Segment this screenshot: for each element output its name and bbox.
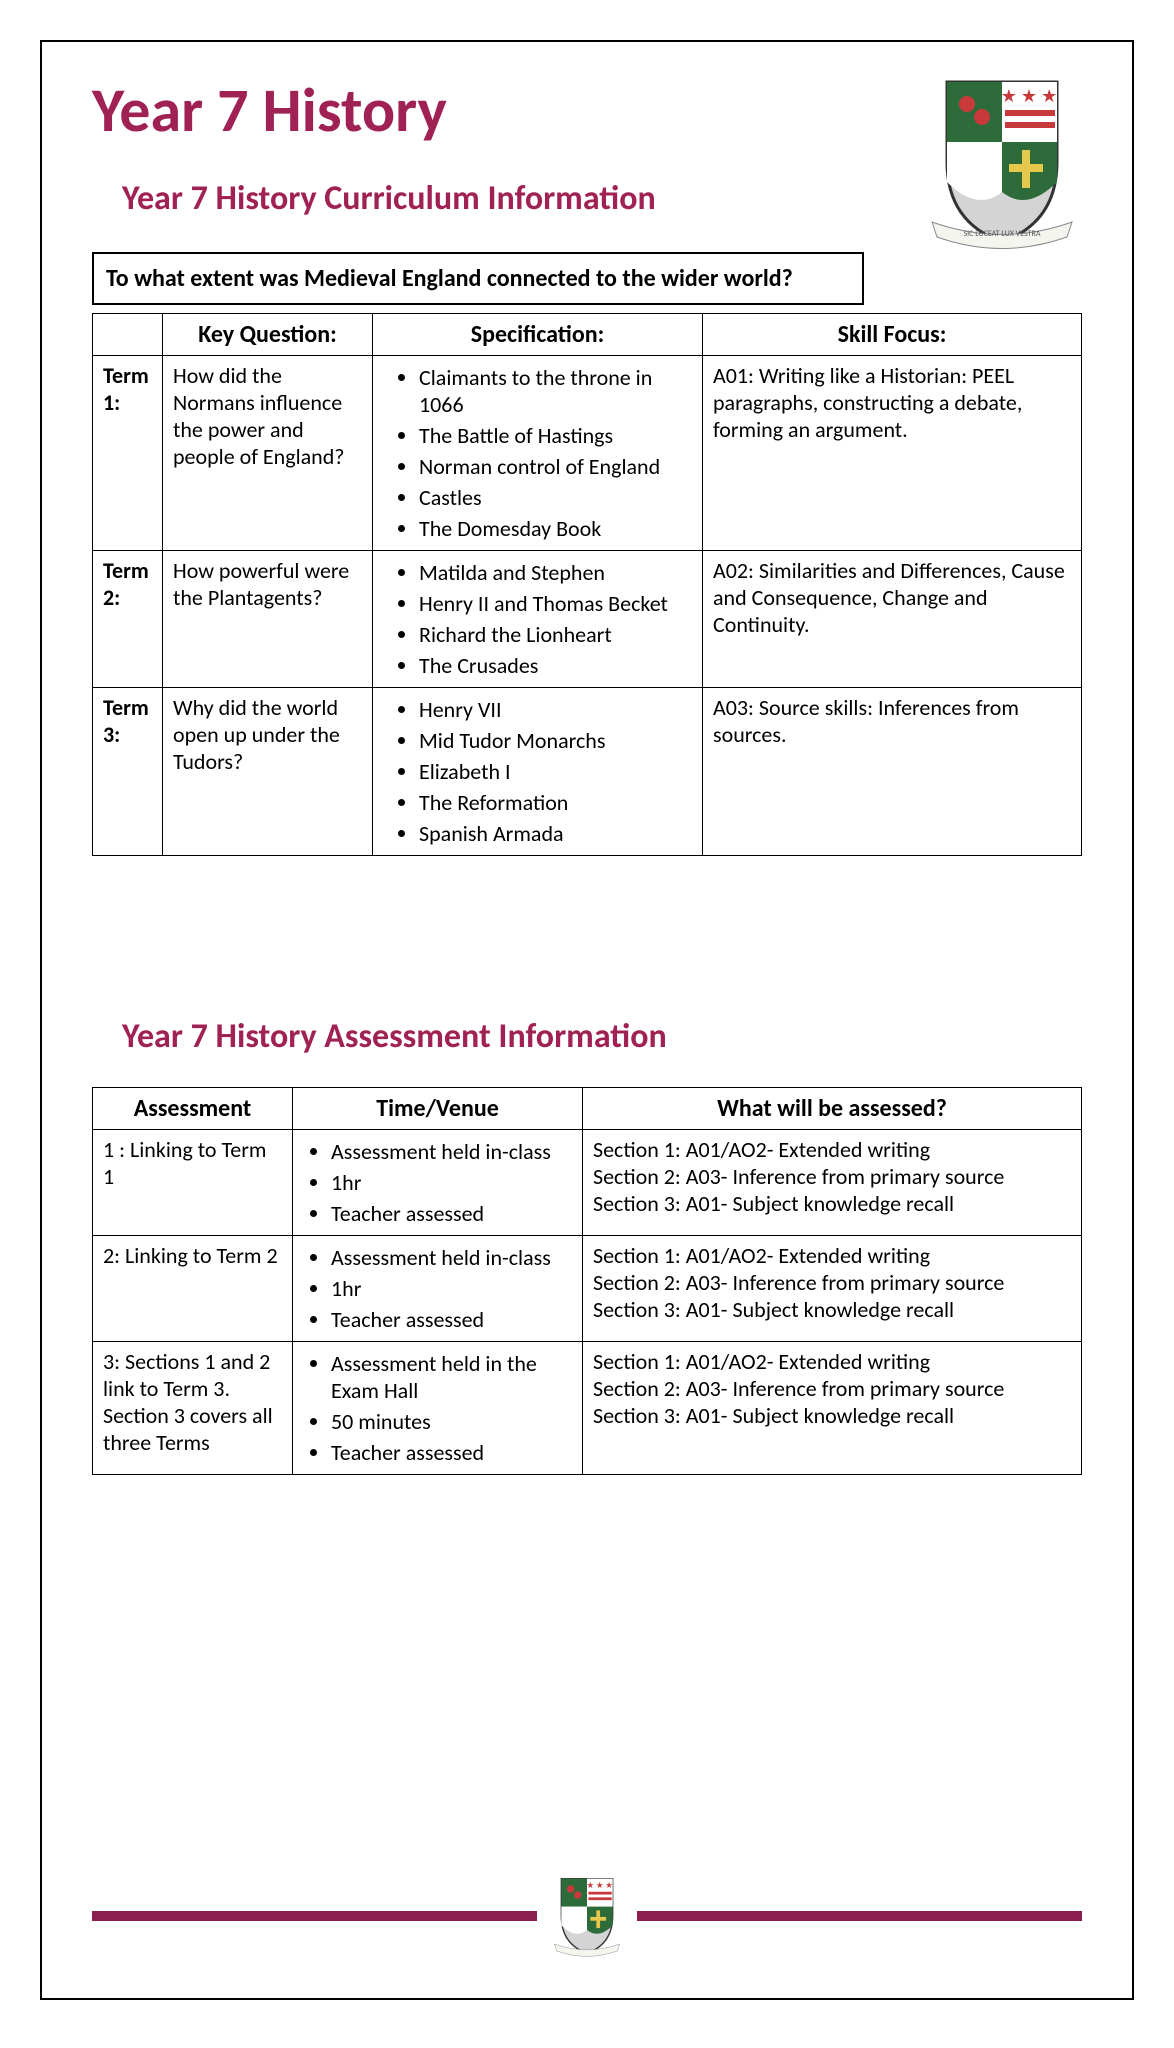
assessment-table: Assessment Time/Venue What will be asses…	[92, 1087, 1082, 1475]
list-item: The Battle of Hastings	[419, 420, 692, 451]
col-skill-focus: Skill Focus:	[703, 314, 1082, 356]
table-row: Term 2:How powerful were the Plantagents…	[93, 551, 1082, 688]
list-item: Teacher assessed	[331, 1437, 572, 1468]
assessment-label-cell: 1 : Linking to Term 1	[93, 1130, 293, 1236]
assessed-line: Section 1: A01/AO2- Extended writing	[593, 1242, 1071, 1269]
list-item: Elizabeth I	[419, 756, 692, 787]
list-item: Spanish Armada	[419, 818, 692, 849]
assessed-line: Section 2: A03- Inference from primary s…	[593, 1375, 1071, 1402]
term-label: Term 2:	[93, 551, 163, 688]
time-venue-cell: Assessment held in-class1hrTeacher asses…	[293, 1236, 583, 1342]
assessed-line: Section 2: A03- Inference from primary s…	[593, 1269, 1071, 1296]
specification-cell: Henry VIIMid Tudor MonarchsElizabeth ITh…	[373, 688, 703, 856]
footer-bar-right	[637, 1911, 1082, 1921]
list-item: 1hr	[331, 1273, 572, 1304]
skill-focus-cell: A03: Source skills: Inferences from sour…	[703, 688, 1082, 856]
list-item: Henry VII	[419, 694, 692, 725]
time-venue-cell: Assessment held in-class1hrTeacher asses…	[293, 1130, 583, 1236]
what-assessed-cell: Section 1: A01/AO2- Extended writingSect…	[583, 1130, 1082, 1236]
list-item: 1hr	[331, 1167, 572, 1198]
col-key-question: Key Question:	[163, 314, 373, 356]
enquiry-question: To what extent was Medieval England conn…	[92, 252, 864, 305]
list-item: Teacher assessed	[331, 1304, 572, 1335]
header-row: Year 7 History Year 7 History Curriculum…	[92, 72, 1082, 252]
table-row: 2: Linking to Term 2Assessment held in-c…	[93, 1236, 1082, 1342]
school-crest-icon: ★ ★ ★ SIC LUCEAT LUX VESTRA	[922, 72, 1082, 252]
list-item: The Domesday Book	[419, 513, 692, 544]
table-row: Term 3:Why did the world open up under t…	[93, 688, 1082, 856]
key-question-cell: How powerful were the Plantagents?	[163, 551, 373, 688]
term-label: Term 1:	[93, 356, 163, 551]
key-question-cell: Why did the world open up under the Tudo…	[163, 688, 373, 856]
list-item: Assessment held in the Exam Hall	[331, 1348, 572, 1406]
crest-motto: SIC LUCEAT LUX VESTRA	[963, 229, 1040, 239]
time-venue-cell: Assessment held in the Exam Hall50 minut…	[293, 1342, 583, 1475]
what-assessed-cell: Section 1: A01/AO2- Extended writingSect…	[583, 1236, 1082, 1342]
svg-text:★ ★ ★: ★ ★ ★	[586, 1881, 612, 1891]
list-item: Claimants to the throne in 1066	[419, 362, 692, 420]
footer: ★ ★ ★	[92, 1874, 1082, 1958]
table-row: Term 1:How did the Normans influence the…	[93, 356, 1082, 551]
assessed-line: Section 1: A01/AO2- Extended writing	[593, 1136, 1071, 1163]
svg-text:★ ★ ★: ★ ★ ★	[1001, 85, 1058, 107]
title-block: Year 7 History Year 7 History Curriculum…	[92, 72, 922, 229]
page-title: Year 7 History	[92, 72, 922, 148]
curriculum-table: Key Question: Specification: Skill Focus…	[92, 313, 1082, 856]
assessed-line: Section 3: A01- Subject knowledge recall	[593, 1296, 1071, 1323]
list-item: Henry II and Thomas Becket	[419, 588, 692, 619]
footer-bar-left	[92, 1911, 537, 1921]
list-item: Assessment held in-class	[331, 1242, 572, 1273]
table-row: 3: Sections 1 and 2 link to Term 3. Sect…	[93, 1342, 1082, 1475]
list-item: Richard the Lionheart	[419, 619, 692, 650]
footer-crest-icon: ★ ★ ★	[537, 1874, 637, 1958]
specification-cell: Matilda and StephenHenry II and Thomas B…	[373, 551, 703, 688]
list-item: Norman control of England	[419, 451, 692, 482]
list-item: Castles	[419, 482, 692, 513]
page-container: Year 7 History Year 7 History Curriculum…	[40, 40, 1134, 2000]
key-question-cell: How did the Normans influence the power …	[163, 356, 373, 551]
skill-focus-cell: A01: Writing like a Historian: PEEL para…	[703, 356, 1082, 551]
col-specification: Specification:	[373, 314, 703, 356]
list-item: Assessment held in-class	[331, 1136, 572, 1167]
assessed-line: Section 3: A01- Subject knowledge recall	[593, 1402, 1071, 1429]
list-item: Mid Tudor Monarchs	[419, 725, 692, 756]
table-row: 1 : Linking to Term 1Assessment held in-…	[93, 1130, 1082, 1236]
list-item: The Crusades	[419, 650, 692, 681]
skill-focus-cell: A02: Similarities and Differences, Cause…	[703, 551, 1082, 688]
assessed-line: Section 1: A01/AO2- Extended writing	[593, 1348, 1071, 1375]
specification-cell: Claimants to the throne in 1066The Battl…	[373, 356, 703, 551]
col-blank	[93, 314, 163, 356]
list-item: The Reformation	[419, 787, 692, 818]
term-label: Term 3:	[93, 688, 163, 856]
curriculum-subtitle: Year 7 History Curriculum Information	[122, 178, 922, 219]
list-item: Teacher assessed	[331, 1198, 572, 1229]
col-time-venue: Time/Venue	[293, 1088, 583, 1130]
list-item: Matilda and Stephen	[419, 557, 692, 588]
what-assessed-cell: Section 1: A01/AO2- Extended writingSect…	[583, 1342, 1082, 1475]
assessment-label-cell: 3: Sections 1 and 2 link to Term 3. Sect…	[93, 1342, 293, 1475]
assessed-line: Section 3: A01- Subject knowledge recall	[593, 1190, 1071, 1217]
assessment-subtitle: Year 7 History Assessment Information	[122, 1016, 1082, 1057]
col-assessment: Assessment	[93, 1088, 293, 1130]
col-what-assessed: What will be assessed?	[583, 1088, 1082, 1130]
assessed-line: Section 2: A03- Inference from primary s…	[593, 1163, 1071, 1190]
assessment-label-cell: 2: Linking to Term 2	[93, 1236, 293, 1342]
list-item: 50 minutes	[331, 1406, 572, 1437]
